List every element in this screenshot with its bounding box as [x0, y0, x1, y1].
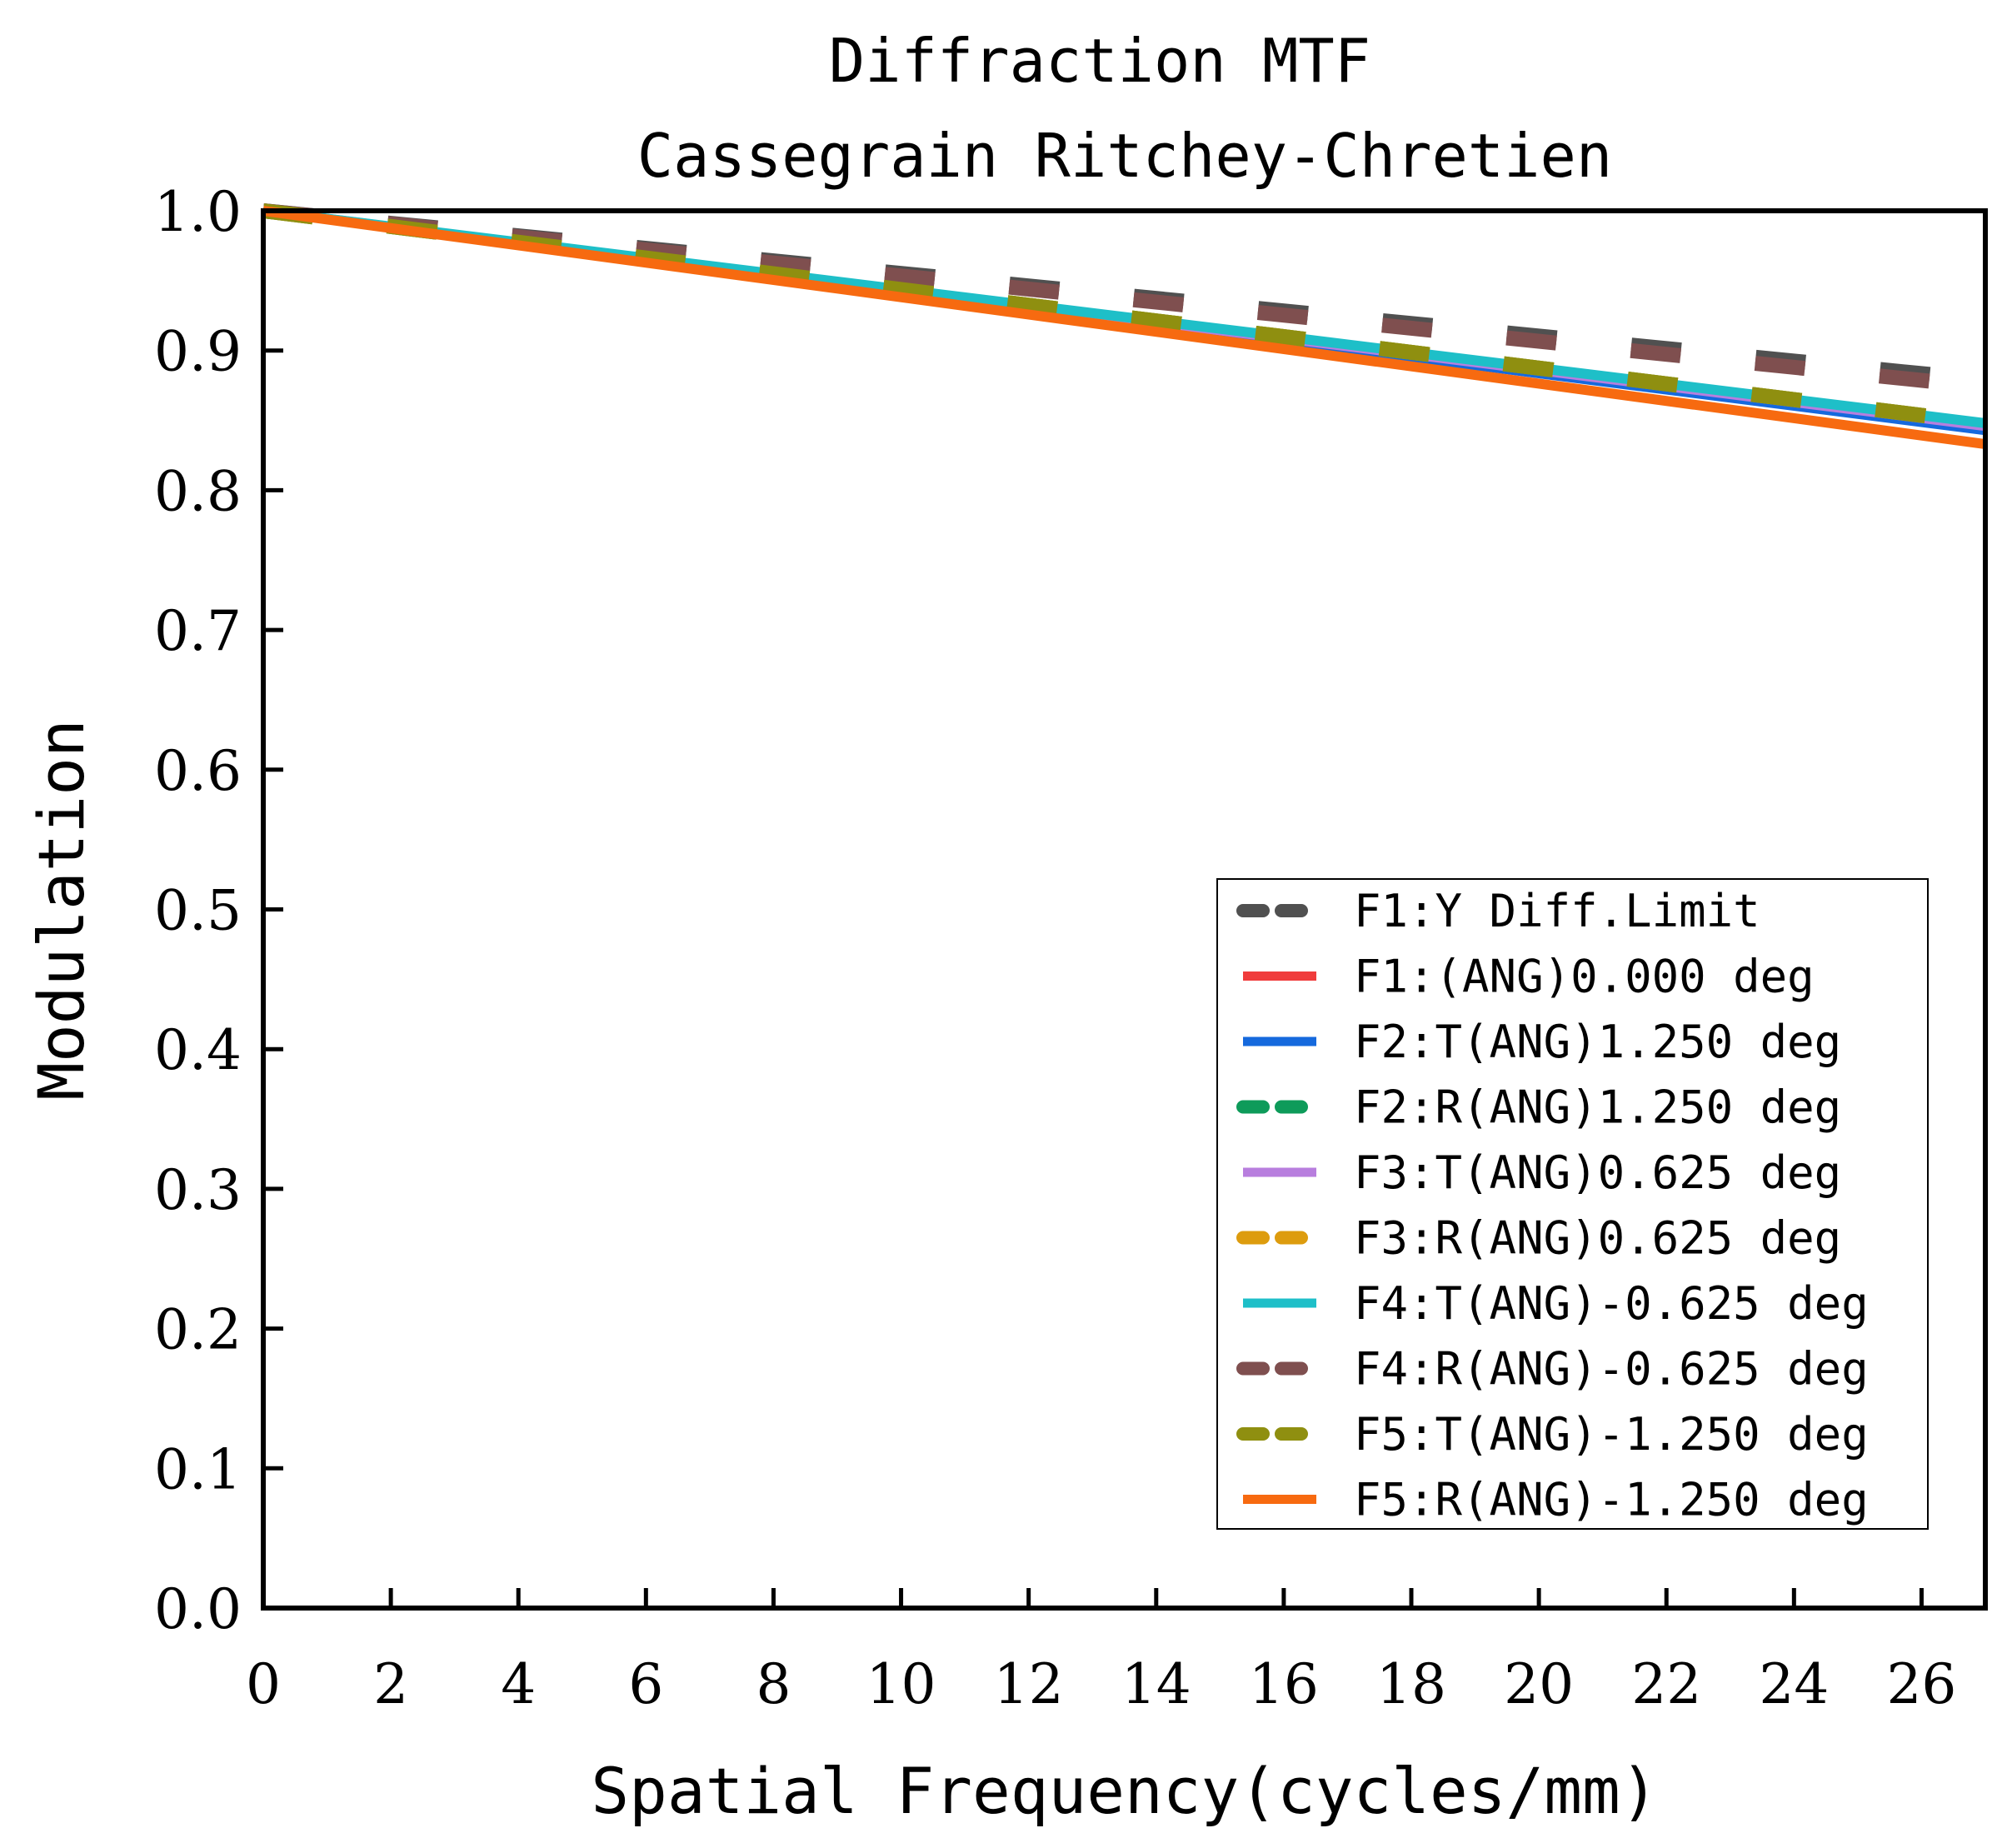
legend: F1:Y Diff.Limit F1:(ANG)0.000 deg F2:T(ANG… [1216, 878, 1929, 1530]
x-tick-label: 16 [1249, 1652, 1319, 1716]
x-tick-label: 8 [756, 1652, 791, 1716]
legend-label: F2:T(ANG)1.250 deg [1354, 1016, 1841, 1068]
series-line-10 [262, 206, 1986, 450]
chart-subtitle: Cassegrain Ritchey-Chretien [637, 121, 1612, 191]
x-tick-label: 14 [1121, 1652, 1191, 1716]
y-tick-label: 0.9 [154, 320, 242, 384]
legend-label: F5:T(ANG)-1.250 deg [1354, 1408, 1869, 1461]
legend-label: F2:R(ANG)1.250 deg [1354, 1081, 1841, 1134]
x-tick-label: 6 [628, 1652, 663, 1716]
y-tick-label: 1.0 [154, 180, 242, 244]
y-tick-label: 0.5 [154, 879, 242, 943]
x-tick-label: 12 [994, 1652, 1064, 1716]
y-tick-label: 0.4 [154, 1018, 242, 1082]
x-axis-title: Spatial Frequency(cycles/mm) [591, 1754, 1658, 1828]
y-tick-label: 0.2 [154, 1298, 242, 1362]
x-tick-label: 4 [501, 1652, 536, 1716]
legend-label: F3:T(ANG)0.625 deg [1354, 1146, 1841, 1199]
legend-box [1216, 878, 1929, 1530]
y-tick-label: 0.7 [154, 599, 242, 663]
y-tick-label: 0.0 [154, 1577, 242, 1641]
x-tick-label: 10 [866, 1652, 936, 1716]
y-axis-ticks: 0.0 0.1 0.2 0.3 0.4 0.5 0.6 0.7 0.8 0.9 1.0 [154, 180, 283, 1641]
x-axis-ticks: 0 2 4 6 8 10 12 14 16 18 20 22 24 26 [246, 1588, 1956, 1716]
legend-label: F5:R(ANG)-1.250 deg [1354, 1474, 1869, 1526]
y-tick-label: 0.6 [154, 739, 242, 803]
legend-label: F4:T(ANG)-0.625 deg [1354, 1277, 1869, 1330]
x-tick-label: 18 [1376, 1652, 1446, 1716]
x-tick-label: 22 [1631, 1652, 1701, 1716]
y-tick-label: 0.3 [154, 1158, 242, 1222]
legend-label: F1:Y Diff.Limit [1354, 885, 1760, 937]
y-axis-title: Modulation [24, 719, 98, 1101]
series-lines [262, 203, 1987, 450]
plot-frame [261, 208, 1988, 1611]
x-tick-label: 20 [1504, 1652, 1574, 1716]
legend-label: F3:R(ANG)0.625 deg [1354, 1212, 1841, 1265]
x-tick-label: 24 [1759, 1652, 1829, 1716]
y-tick-label: 0.1 [154, 1437, 242, 1501]
x-tick-label: 2 [373, 1652, 408, 1716]
y-tick-label: 0.8 [154, 459, 242, 523]
x-tick-label: 0 [246, 1652, 281, 1716]
chart-title: Diffraction MTF [829, 26, 1370, 96]
legend-label: F1:(ANG)0.000 deg [1354, 951, 1815, 1003]
legend-label: F4:R(ANG)-0.625 deg [1354, 1343, 1869, 1396]
x-tick-label: 26 [1886, 1652, 1956, 1716]
